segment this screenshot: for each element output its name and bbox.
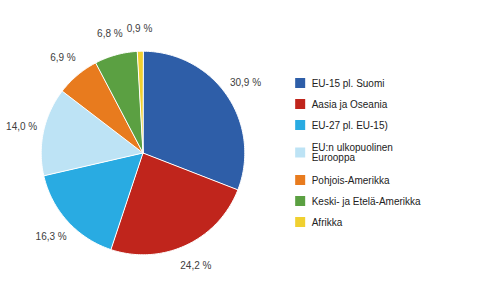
svg-text:6,8 %: 6,8 % [97, 28, 123, 39]
svg-text:30,9 %: 30,9 % [230, 77, 261, 88]
svg-text:0,9 %: 0,9 % [127, 23, 153, 34]
svg-text:6,9 %: 6,9 % [50, 52, 76, 63]
svg-text:Aasia ja Oseania: Aasia ja Oseania [312, 99, 388, 110]
svg-text:16,3 %: 16,3 % [36, 231, 67, 242]
svg-text:EU-15 pl. Suomi: EU-15 pl. Suomi [312, 78, 385, 89]
svg-text:Pohjois-Amerikka: Pohjois-Amerikka [312, 175, 390, 186]
svg-text:14,0 %: 14,0 % [6, 121, 37, 132]
svg-text:Afrikka: Afrikka [312, 217, 343, 228]
svg-text:24,2 %: 24,2 % [180, 260, 211, 271]
svg-text:Keski- ja Etelä-Amerikka: Keski- ja Etelä-Amerikka [312, 196, 421, 207]
svg-text:EU:n ulkopuolinenEurooppa: EU:n ulkopuolinenEurooppa [312, 142, 393, 163]
svg-text:EU-27 pl. EU-15): EU-27 pl. EU-15) [312, 120, 388, 131]
